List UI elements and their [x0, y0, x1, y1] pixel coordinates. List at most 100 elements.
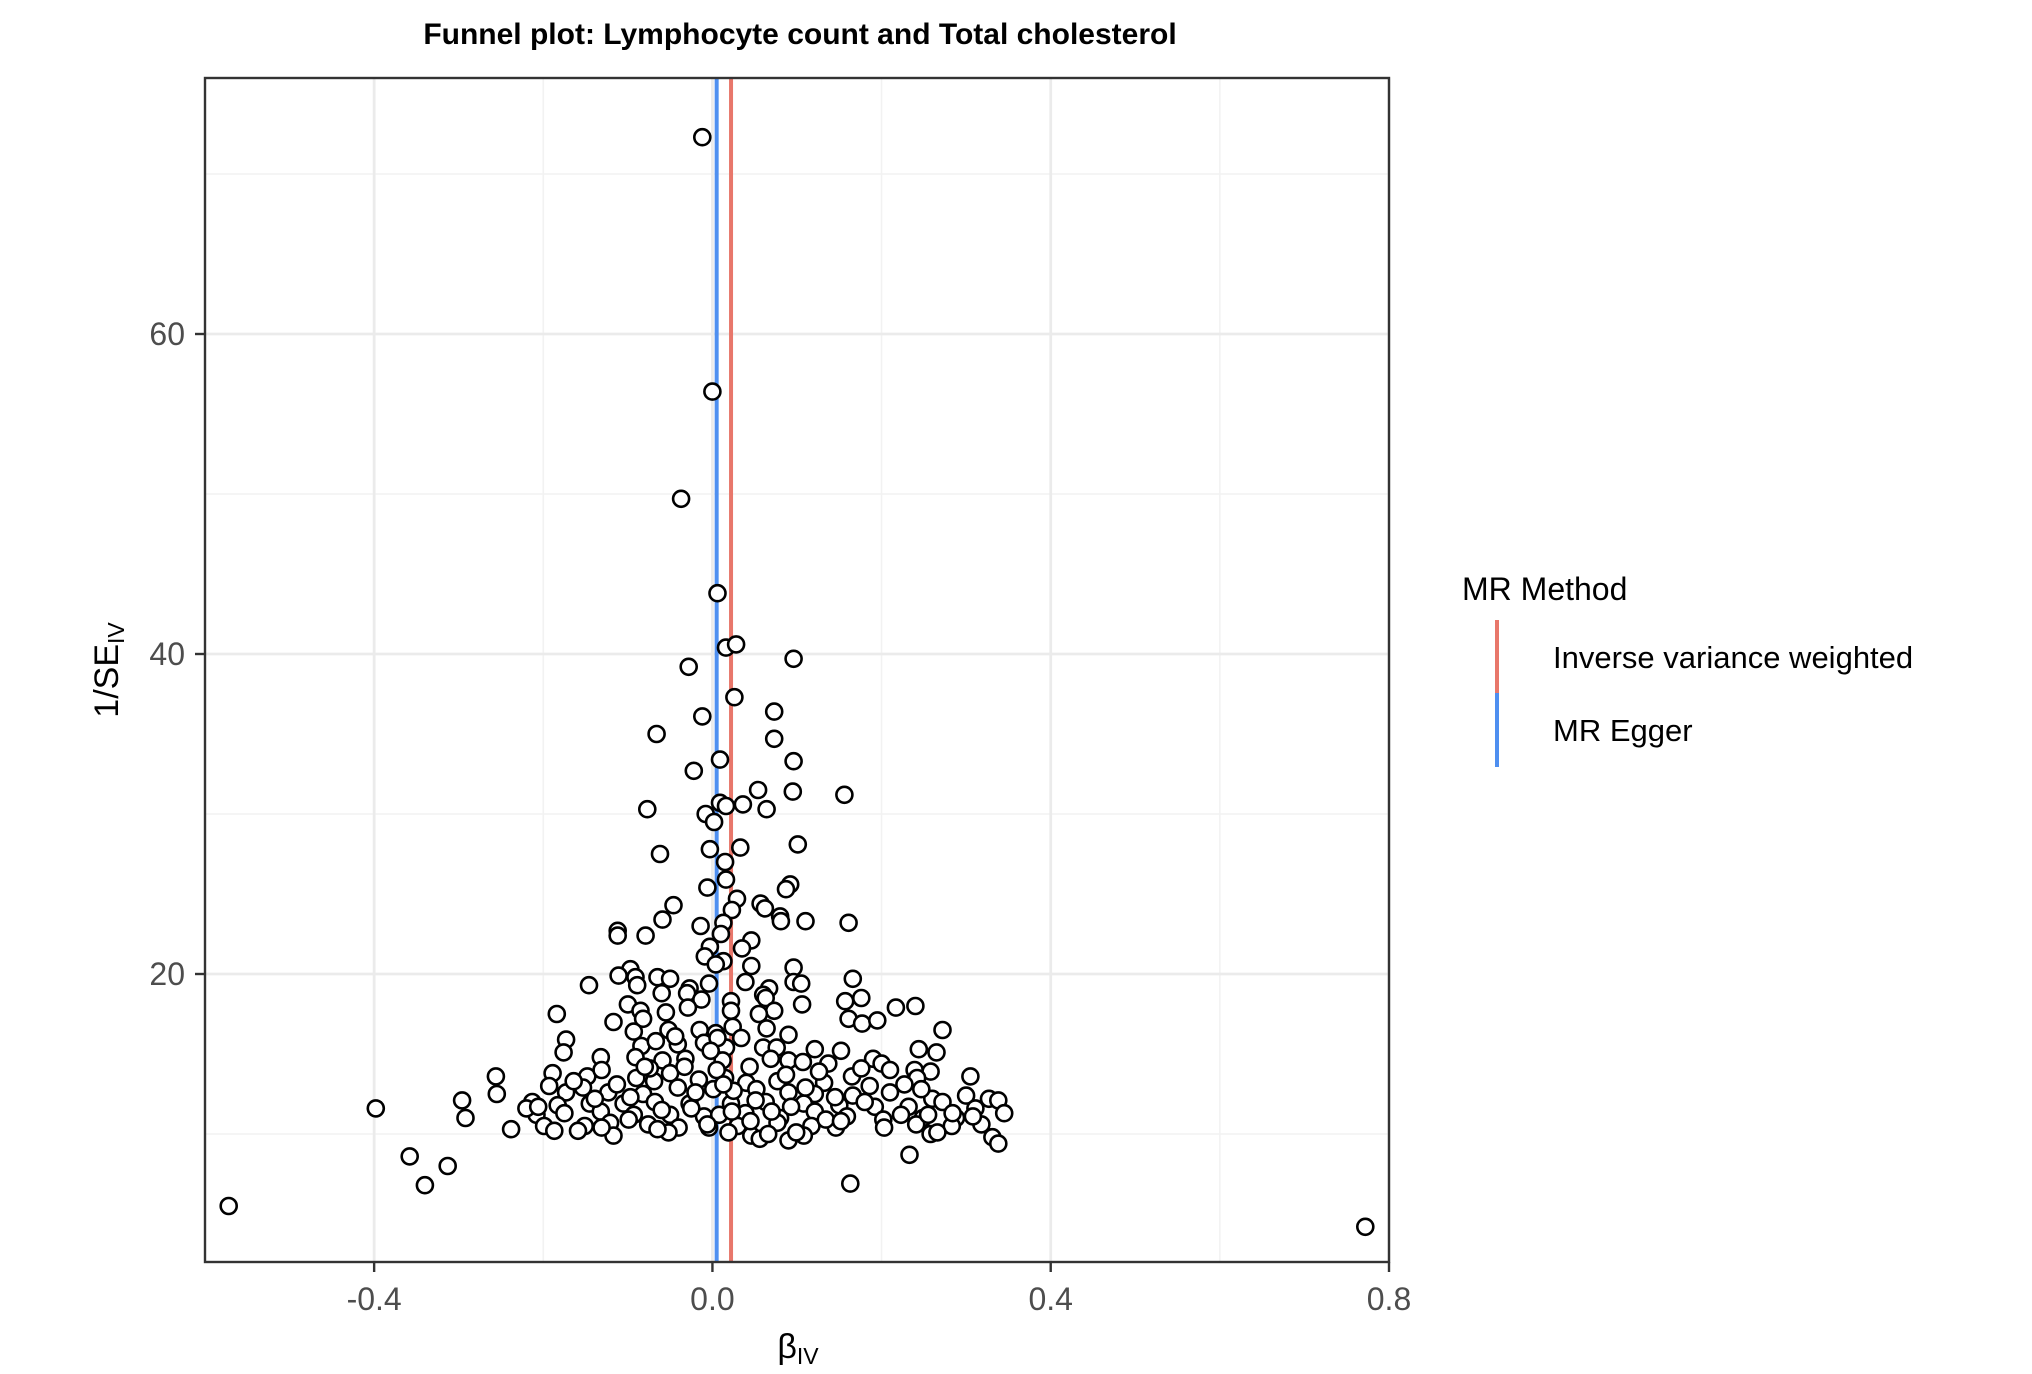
data-point — [564, 1071, 584, 1091]
data-point — [755, 899, 775, 918]
data-point — [758, 1124, 778, 1144]
data-point — [835, 785, 854, 805]
x-axis: -0.4 0.0 0.4 0.8 — [347, 1262, 1411, 1317]
data-point — [880, 1083, 900, 1102]
data-point — [741, 1111, 760, 1131]
data-point — [714, 1075, 733, 1094]
data-point — [783, 782, 803, 801]
data-points — [219, 127, 1375, 1237]
data-point — [839, 913, 858, 933]
data-point — [748, 780, 768, 800]
data-point — [665, 1027, 685, 1046]
data-point — [943, 1103, 962, 1123]
data-point — [988, 1134, 1008, 1153]
x-tick-label: 0.8 — [1367, 1281, 1411, 1317]
data-point — [555, 1103, 574, 1123]
data-point — [791, 974, 811, 993]
data-point — [554, 1043, 573, 1062]
data-point — [653, 910, 672, 929]
data-point — [793, 1052, 813, 1072]
legend-label: MR Egger — [1553, 713, 1693, 748]
y-axis-title-main: 1/SE — [88, 644, 126, 718]
data-point — [648, 1119, 667, 1139]
data-point — [779, 1025, 798, 1045]
data-point — [568, 1121, 588, 1141]
data-point — [855, 1092, 875, 1112]
x-axis-title-main: β — [777, 1328, 797, 1366]
data-point — [579, 975, 599, 995]
data-point — [711, 924, 731, 944]
data-point — [911, 1079, 931, 1099]
data-point — [692, 990, 711, 1009]
y-tick-label: 20 — [149, 956, 185, 992]
data-point — [843, 969, 863, 989]
data-point — [956, 1086, 976, 1105]
data-point — [756, 988, 776, 1008]
data-point — [721, 1001, 741, 1021]
data-point — [501, 1119, 521, 1139]
data-point — [636, 926, 655, 945]
data-point — [633, 1009, 653, 1029]
data-point — [927, 1043, 946, 1062]
legend: MR Method Inverse variance weighted MR Eg… — [1462, 571, 1913, 767]
data-point — [809, 1062, 829, 1081]
data-point — [679, 657, 699, 677]
x-tick-label: -0.4 — [347, 1281, 402, 1317]
data-point — [698, 1115, 717, 1134]
x-axis-title: βIV — [777, 1328, 819, 1369]
data-point — [539, 1076, 559, 1096]
data-point — [874, 1118, 894, 1137]
data-point — [452, 1091, 472, 1110]
data-point — [994, 1103, 1014, 1123]
data-point — [764, 1001, 784, 1021]
y-axis: 20 40 60 — [149, 316, 205, 992]
data-point — [415, 1175, 435, 1195]
data-point — [816, 1110, 836, 1129]
data-point — [528, 1097, 548, 1117]
data-point — [741, 956, 761, 976]
data-point — [219, 1196, 238, 1216]
data-point — [708, 583, 727, 603]
y-axis-title-subscript: IV — [103, 622, 129, 644]
data-point — [681, 1099, 701, 1118]
data-point — [860, 1076, 880, 1096]
data-point — [700, 839, 720, 859]
data-point — [771, 911, 791, 931]
data-point — [851, 1059, 871, 1078]
data-point — [891, 1105, 911, 1125]
data-point — [788, 835, 808, 854]
data-point — [652, 1100, 672, 1120]
data-point — [699, 974, 719, 993]
data-point — [880, 1060, 900, 1080]
data-point — [706, 955, 726, 974]
data-point — [692, 707, 712, 726]
data-point — [627, 975, 647, 995]
data-point — [1356, 1217, 1375, 1237]
data-point — [716, 796, 736, 816]
data-point — [867, 1011, 887, 1030]
legend-title: MR Method — [1462, 571, 1627, 607]
data-point — [764, 702, 784, 721]
data-point — [719, 1123, 738, 1142]
x-tick-label: 0.0 — [690, 1281, 734, 1317]
data-point — [764, 729, 784, 749]
data-point — [675, 1057, 694, 1077]
data-point — [796, 911, 815, 931]
data-point — [762, 1102, 781, 1121]
data-point — [547, 1004, 567, 1024]
data-point — [637, 799, 657, 819]
plot-area — [203, 76, 1391, 1264]
legend-label: Inverse variance weighted — [1553, 640, 1913, 675]
data-point — [650, 844, 670, 864]
data-point — [701, 1041, 721, 1061]
data-point — [400, 1147, 420, 1166]
data-point — [660, 969, 680, 989]
data-point — [805, 1039, 825, 1059]
data-point — [757, 799, 776, 819]
data-point — [761, 1049, 781, 1069]
data-point — [831, 1111, 851, 1131]
data-point — [621, 1087, 640, 1107]
data-point — [664, 895, 683, 915]
y-tick-label: 60 — [149, 316, 185, 352]
data-point — [840, 1174, 860, 1193]
